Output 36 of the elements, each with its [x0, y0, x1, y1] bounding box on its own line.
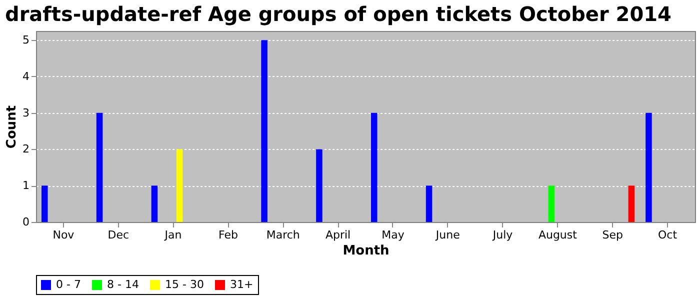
- y-tick-label: 4: [22, 70, 30, 83]
- bar: [426, 186, 432, 222]
- bar: [41, 186, 48, 222]
- bar: [548, 186, 555, 222]
- bar: [628, 186, 635, 222]
- y-tick-label: 2: [22, 142, 30, 156]
- bar: [261, 40, 268, 222]
- x-tick-label: Jan: [164, 228, 182, 242]
- y-tick-label: 3: [22, 106, 30, 120]
- y-tick-label: 1: [22, 179, 30, 192]
- y-tick-label: 5: [22, 34, 30, 47]
- bar: [96, 112, 103, 222]
- x-axis-title: Month: [342, 244, 390, 258]
- x-tick-label: May: [382, 228, 405, 242]
- x-tick-label: Feb: [218, 228, 238, 242]
- legend-label: 8 - 14: [107, 278, 139, 291]
- chart-title: drafts-update-ref Age groups of open tickets October 2014: [5, 2, 672, 26]
- x-tick-label: Oct: [658, 228, 678, 242]
- x-tick-label: August: [538, 228, 578, 242]
- bar: [176, 149, 183, 222]
- legend-label: 0 - 7: [56, 278, 81, 291]
- x-tick-label: Sep: [602, 228, 624, 242]
- x-tick-label: April: [325, 228, 351, 242]
- x-tick-label: July: [492, 228, 514, 242]
- x-tick-label: June: [434, 228, 460, 242]
- legend-label: 31+: [230, 278, 254, 291]
- legend-label: 15 - 30: [165, 278, 204, 291]
- x-tick-label: Nov: [52, 228, 75, 242]
- y-tick-label: 0: [22, 216, 30, 228]
- bar: [370, 112, 378, 222]
- bar: [646, 112, 652, 222]
- x-tick-label: Dec: [108, 228, 130, 242]
- x-tick-label: March: [266, 228, 300, 242]
- y-axis-title: Count: [4, 105, 20, 149]
- bar: [151, 186, 158, 222]
- bar: [316, 149, 322, 222]
